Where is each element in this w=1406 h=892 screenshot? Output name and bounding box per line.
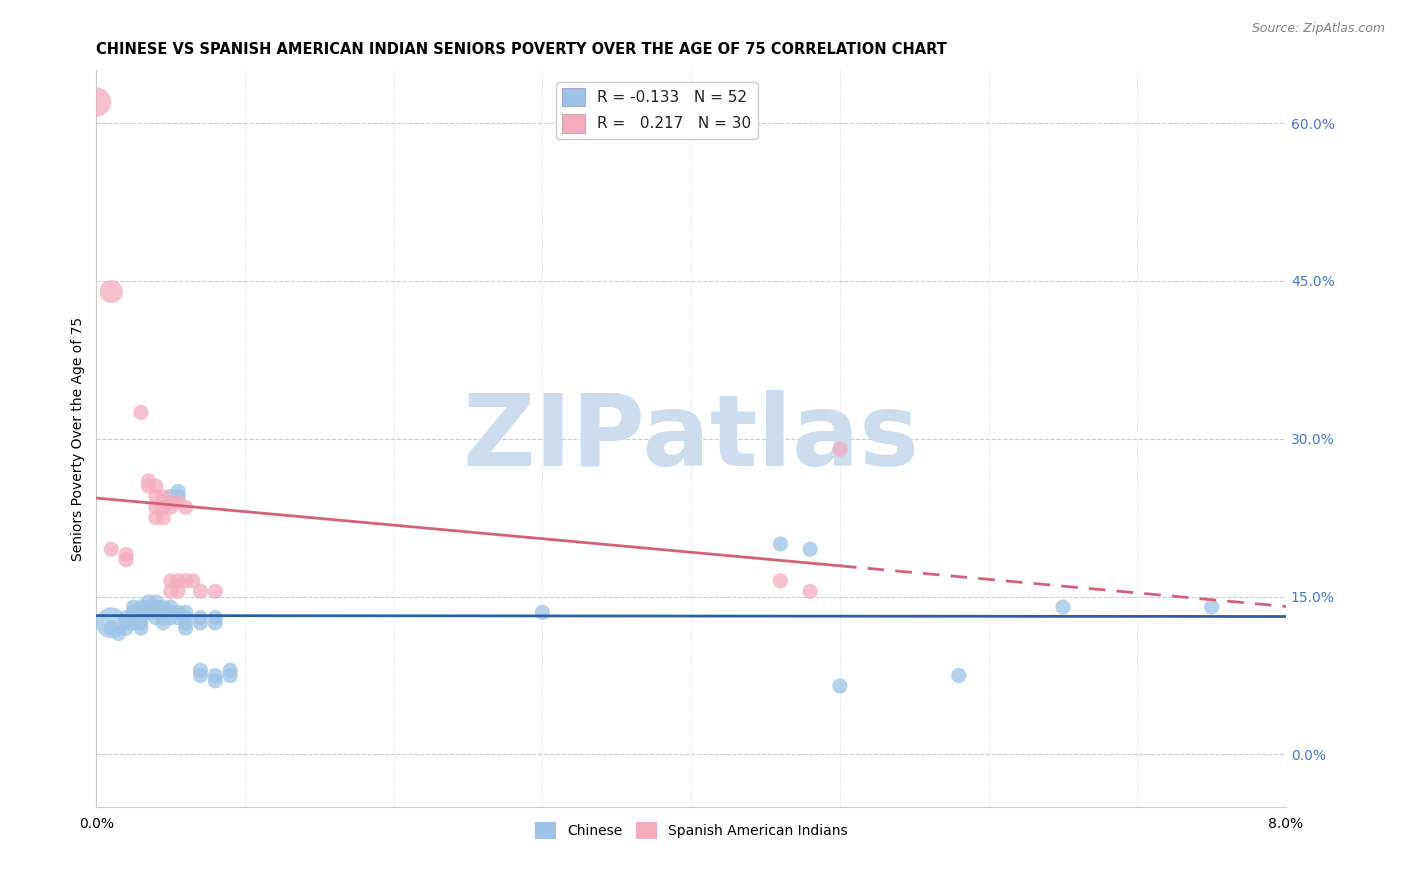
Point (159, 500, 181, 515)
Point (167, 584, 190, 599)
Point (204, 668, 226, 682)
Point (129, 615, 152, 630)
Point (100, 285, 122, 299)
Point (152, 615, 174, 630)
Text: ZIPatlas: ZIPatlas (463, 390, 920, 487)
Point (152, 490, 174, 504)
Point (138, 479, 160, 493)
Point (129, 621, 152, 635)
Point (129, 600, 152, 615)
Point (86, 95, 108, 109)
Point (145, 600, 167, 615)
Point (100, 621, 122, 635)
Point (174, 615, 197, 630)
Point (799, 542, 821, 557)
Point (122, 615, 145, 630)
Point (190, 610, 212, 624)
Point (138, 474, 160, 488)
Point (769, 537, 792, 551)
Point (167, 574, 190, 588)
Point (145, 510, 167, 524)
Point (181, 574, 204, 588)
Point (159, 574, 181, 588)
Point (145, 500, 167, 515)
Point (100, 542, 122, 557)
Point (159, 584, 181, 599)
Y-axis label: Seniors Poverty Over the Age of 75: Seniors Poverty Over the Age of 75 (72, 317, 86, 561)
Point (138, 606, 160, 620)
Point (828, 679, 851, 693)
Point (100, 615, 122, 630)
Point (152, 510, 174, 524)
Point (145, 610, 167, 624)
Point (190, 584, 212, 599)
Point (129, 405, 152, 419)
Point (152, 610, 174, 624)
Point (1201, 600, 1223, 615)
Point (190, 663, 212, 677)
Point (174, 574, 197, 588)
Point (115, 610, 138, 624)
Point (159, 610, 181, 624)
Point (138, 595, 160, 609)
Point (174, 500, 197, 515)
Point (1052, 600, 1074, 615)
Point (152, 606, 174, 620)
Point (167, 610, 190, 624)
Point (145, 490, 167, 504)
Point (190, 668, 212, 682)
Point (152, 500, 174, 515)
Point (531, 606, 554, 620)
Point (159, 606, 181, 620)
Point (948, 668, 970, 682)
Point (115, 621, 138, 635)
Point (145, 479, 167, 493)
Point (145, 595, 167, 609)
Point (799, 584, 821, 599)
Point (129, 606, 152, 620)
Point (167, 495, 190, 509)
Point (115, 615, 138, 630)
Point (159, 600, 181, 615)
Point (167, 484, 190, 499)
Point (145, 606, 167, 620)
Point (190, 615, 212, 630)
Point (159, 495, 181, 509)
Text: Source: ZipAtlas.com: Source: ZipAtlas.com (1251, 22, 1385, 36)
Point (152, 600, 174, 615)
Point (115, 548, 138, 562)
Point (204, 615, 226, 630)
Point (219, 668, 242, 682)
Point (167, 606, 190, 620)
Point (115, 553, 138, 567)
Point (174, 610, 197, 624)
Point (769, 574, 792, 588)
Text: CHINESE VS SPANISH AMERICAN INDIAN SENIORS POVERTY OVER THE AGE OF 75 CORRELATIO: CHINESE VS SPANISH AMERICAN INDIAN SENIO… (97, 42, 948, 57)
Point (107, 626, 129, 640)
Point (174, 621, 197, 635)
Point (159, 490, 181, 504)
Point (122, 606, 145, 620)
Point (122, 600, 145, 615)
Point (219, 663, 242, 677)
Point (204, 584, 226, 599)
Point (122, 610, 145, 624)
Point (129, 610, 152, 624)
Point (204, 673, 226, 688)
Legend: Chinese, Spanish American Indians: Chinese, Spanish American Indians (529, 816, 853, 845)
Point (138, 600, 160, 615)
Point (167, 490, 190, 504)
Point (828, 442, 851, 457)
Point (204, 610, 226, 624)
Point (174, 606, 197, 620)
